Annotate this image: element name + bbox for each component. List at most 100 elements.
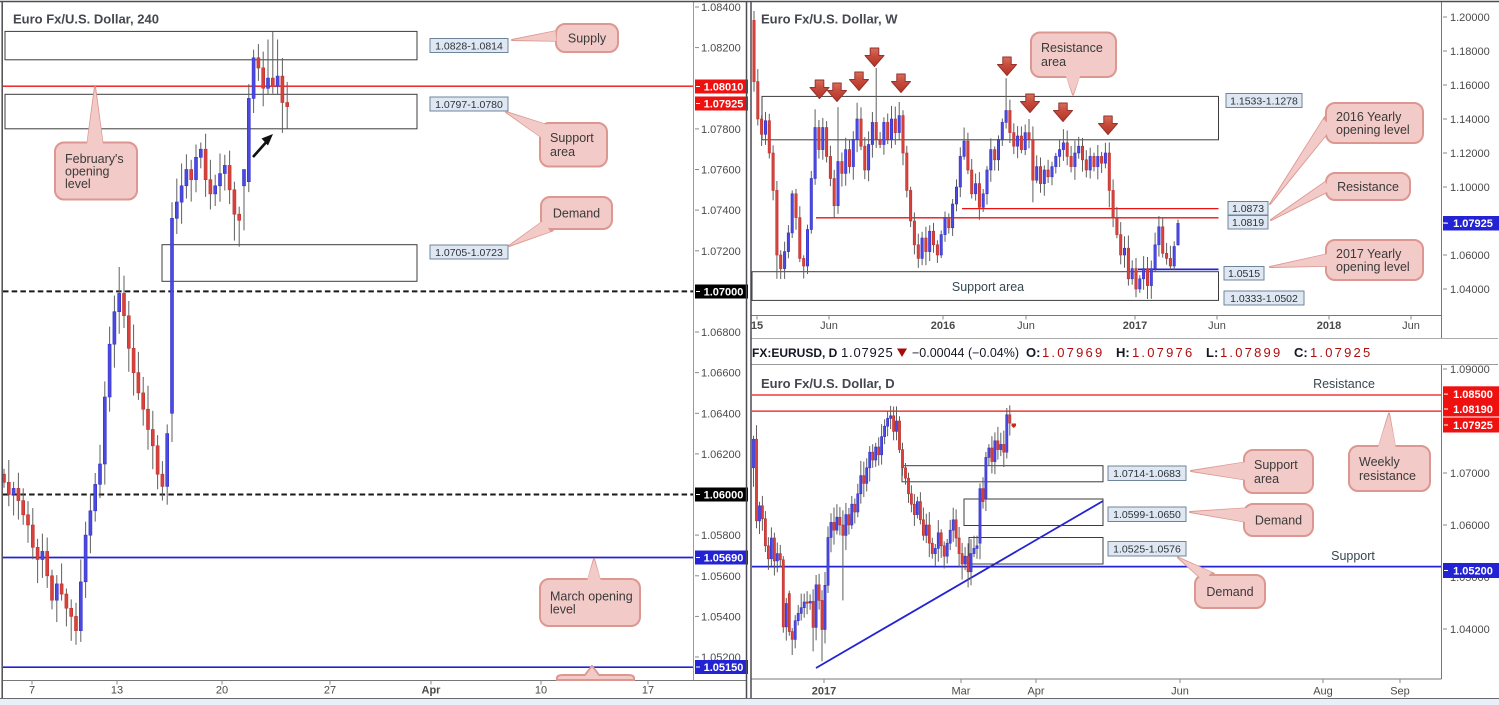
svg-text:1.08010: 1.08010 xyxy=(704,82,744,94)
svg-text:1.16000: 1.16000 xyxy=(1450,80,1490,92)
svg-text:1.12000: 1.12000 xyxy=(1450,148,1490,160)
svg-text:Apr: Apr xyxy=(1027,686,1044,698)
svg-text:2016 Yearly: 2016 Yearly xyxy=(1336,110,1402,124)
svg-text:1.05400: 1.05400 xyxy=(701,611,741,623)
svg-text:Resistance: Resistance xyxy=(1313,377,1375,391)
svg-text:13: 13 xyxy=(111,685,123,697)
svg-text:1.06200: 1.06200 xyxy=(701,449,741,461)
svg-text:Euro Fx/U.S. Dollar, 240: Euro Fx/U.S. Dollar, 240 xyxy=(13,12,159,27)
svg-text:Sep: Sep xyxy=(1390,686,1410,698)
svg-text:1.0515: 1.0515 xyxy=(1228,268,1260,280)
svg-text:27: 27 xyxy=(324,685,336,697)
svg-text:Demand: Demand xyxy=(1206,585,1253,599)
svg-text:1.0819: 1.0819 xyxy=(1232,217,1264,229)
svg-text:1.05800: 1.05800 xyxy=(701,530,741,542)
svg-text:February's: February's xyxy=(65,152,124,166)
svg-text:1.08200: 1.08200 xyxy=(701,43,741,55)
svg-text:1.05690: 1.05690 xyxy=(704,553,744,565)
svg-text:1.06000: 1.06000 xyxy=(1450,250,1490,262)
svg-text:1.18000: 1.18000 xyxy=(1450,46,1490,58)
svg-text:1.06000: 1.06000 xyxy=(1450,520,1490,532)
svg-text:Resistance: Resistance xyxy=(1041,41,1103,55)
svg-text:1.0873: 1.0873 xyxy=(1232,203,1264,215)
svg-text:1.0599-1.0650: 1.0599-1.0650 xyxy=(1113,509,1181,521)
svg-text:2017 Yearly: 2017 Yearly xyxy=(1336,247,1402,261)
svg-text:Support: Support xyxy=(550,131,594,145)
svg-text:1.07925: 1.07925 xyxy=(1453,218,1493,230)
svg-text:1.04000: 1.04000 xyxy=(1450,284,1490,296)
svg-text:Euro Fx/U.S. Dollar, W: Euro Fx/U.S. Dollar, W xyxy=(761,12,898,27)
svg-text:H:: H: xyxy=(1116,345,1130,360)
svg-text:1.0705-1.0723: 1.0705-1.0723 xyxy=(435,247,503,259)
svg-text:Demand: Demand xyxy=(553,207,600,221)
svg-text:1.0333-1.0502: 1.0333-1.0502 xyxy=(1230,293,1298,305)
svg-text:area: area xyxy=(550,145,575,159)
svg-text:Euro Fx/U.S. Dollar, D: Euro Fx/U.S. Dollar, D xyxy=(761,376,895,391)
svg-text:1.07925: 1.07925 xyxy=(841,345,894,360)
svg-text:Support: Support xyxy=(1254,458,1298,472)
svg-text:1.0797-1.0780: 1.0797-1.0780 xyxy=(435,99,503,111)
svg-text:1.0714-1.0683: 1.0714-1.0683 xyxy=(1113,468,1181,480)
svg-text:20: 20 xyxy=(216,685,228,697)
svg-text:Jun: Jun xyxy=(1017,320,1035,332)
svg-text:1.05200: 1.05200 xyxy=(1453,566,1493,578)
svg-text:March opening: March opening xyxy=(550,590,633,604)
svg-text:2017: 2017 xyxy=(812,686,836,698)
svg-text:17: 17 xyxy=(642,685,654,697)
svg-text:1.05600: 1.05600 xyxy=(701,571,741,583)
svg-text:Resistance: Resistance xyxy=(1337,180,1399,194)
svg-text:area: area xyxy=(1254,472,1279,486)
svg-text:1.08500: 1.08500 xyxy=(1453,389,1493,401)
svg-text:resistance: resistance xyxy=(1359,469,1416,483)
svg-text:1.10000: 1.10000 xyxy=(1450,182,1490,194)
svg-text:1.06400: 1.06400 xyxy=(701,408,741,420)
svg-text:1.07899: 1.07899 xyxy=(1220,345,1282,360)
svg-text:1.07969: 1.07969 xyxy=(1042,345,1104,360)
svg-text:1.07600: 1.07600 xyxy=(701,165,741,177)
svg-text:7: 7 xyxy=(29,685,35,697)
svg-text:−0.00044 (−0.04%): −0.00044 (−0.04%) xyxy=(912,346,1019,360)
svg-text:1.20000: 1.20000 xyxy=(1450,12,1490,24)
svg-text:1.08190: 1.08190 xyxy=(1453,404,1493,416)
svg-text:opening level: opening level xyxy=(1336,260,1410,274)
svg-text:1.07200: 1.07200 xyxy=(701,246,741,258)
svg-text:1.07925: 1.07925 xyxy=(1310,345,1372,360)
svg-text:Aug: Aug xyxy=(1313,686,1333,698)
svg-text:Demand: Demand xyxy=(1255,514,1302,528)
svg-text:2016: 2016 xyxy=(931,320,955,332)
svg-text:10: 10 xyxy=(535,685,547,697)
svg-text:2017: 2017 xyxy=(1123,320,1147,332)
svg-text:level: level xyxy=(550,603,576,617)
svg-text:Supply: Supply xyxy=(568,32,607,46)
svg-text:1.0525-1.0576: 1.0525-1.0576 xyxy=(1113,544,1181,556)
svg-text:Jun: Jun xyxy=(820,320,838,332)
svg-text:opening: opening xyxy=(65,165,110,179)
svg-text:1.07000: 1.07000 xyxy=(1450,468,1490,480)
svg-text:1.08400: 1.08400 xyxy=(701,2,741,14)
svg-text:Apr: Apr xyxy=(422,685,442,697)
svg-text:C:: C: xyxy=(1294,345,1308,360)
svg-text:L:: L: xyxy=(1206,345,1218,360)
svg-text:O:: O: xyxy=(1026,345,1040,360)
svg-text:1.1533-1.1278: 1.1533-1.1278 xyxy=(1230,95,1298,107)
svg-text:1.0828-1.0814: 1.0828-1.0814 xyxy=(435,40,503,52)
svg-text:1.06000: 1.06000 xyxy=(704,490,744,502)
svg-text:FX:EURUSD, D: FX:EURUSD, D xyxy=(752,346,838,360)
svg-text:1.04000: 1.04000 xyxy=(1450,624,1490,636)
svg-text:opening level: opening level xyxy=(1336,123,1410,137)
svg-text:1.07976: 1.07976 xyxy=(1132,345,1194,360)
svg-text:1.07800: 1.07800 xyxy=(701,124,741,136)
svg-text:1.07925: 1.07925 xyxy=(1453,420,1493,432)
svg-text:1.09000: 1.09000 xyxy=(1450,364,1490,376)
svg-text:Mar: Mar xyxy=(952,686,971,698)
svg-text:area: area xyxy=(1041,55,1066,69)
svg-text:Jun: Jun xyxy=(1208,320,1226,332)
svg-text:1.07925: 1.07925 xyxy=(704,99,744,111)
svg-text:level: level xyxy=(65,177,91,191)
svg-text:1.06800: 1.06800 xyxy=(701,327,741,339)
svg-text:2018: 2018 xyxy=(1317,320,1341,332)
svg-text:Jun: Jun xyxy=(1402,320,1420,332)
svg-text:Support: Support xyxy=(1331,549,1375,563)
svg-text:Jun: Jun xyxy=(1171,686,1189,698)
svg-text:Weekly: Weekly xyxy=(1359,455,1401,469)
